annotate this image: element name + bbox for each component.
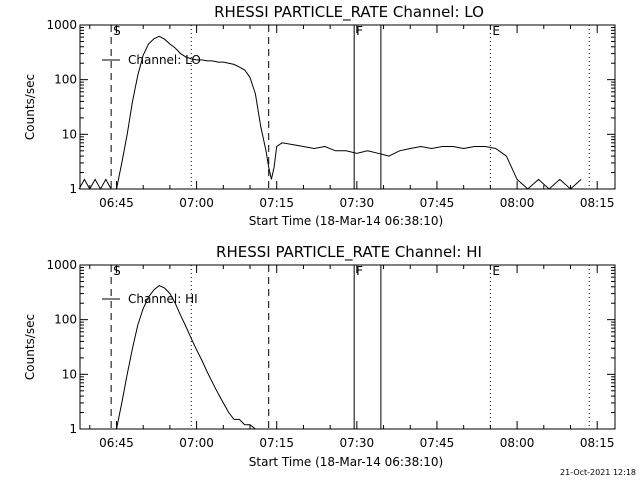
chart-hi-xtick-label: 07:45	[420, 436, 455, 450]
chart-hi-ytick-label: 10	[62, 367, 77, 381]
chart-hi-xtick-label: 08:15	[580, 436, 615, 450]
chart-lo-xtick-label: 07:30	[340, 196, 375, 210]
chart-lo-marker-label: F	[356, 24, 363, 38]
footer-timestamp: 21-Oct-2021 12:18	[560, 468, 636, 477]
chart-hi-series-line	[116, 285, 256, 430]
chart-hi-xtick-label: 07:30	[340, 436, 375, 450]
chart-lo: RHESSI PARTICLE_RATE Channel: LO Counts/…	[23, 3, 616, 228]
chart-lo-marker-label: S	[113, 24, 121, 38]
chart-hi-marker-label: F	[356, 264, 363, 278]
chart-lo-frame	[79, 24, 616, 190]
chart-hi-ticks: 06:45 07:00 07:15 07:30 07:45 08:00 08:15 1 10 10…	[46, 258, 615, 450]
chart-lo-ytick-label: 1	[69, 182, 77, 196]
chart-hi-xtick-label: 08:00	[500, 436, 535, 450]
chart-lo-xtick-label: 07:15	[259, 196, 294, 210]
chart-lo-ylabel: Counts/sec	[23, 74, 37, 140]
chart-hi-ytick-label: 100	[54, 313, 77, 327]
chart-lo-xlabel: Start Time (18-Mar-14 06:38:10)	[249, 214, 443, 228]
chart-hi-xtick-label: 07:15	[259, 436, 294, 450]
chart-hi-xlabel: Start Time (18-Mar-14 06:38:10)	[249, 455, 443, 469]
chart-hi-xtick-label: 07:00	[179, 436, 214, 450]
chart-lo-xtick-label: 08:15	[580, 196, 615, 210]
chart-hi-marker-label: E	[492, 264, 500, 278]
chart-lo-xtick-label: 07:00	[179, 196, 214, 210]
chart-lo-series-line	[78, 35, 582, 191]
chart-hi-marker-label: S	[113, 264, 121, 278]
chart-hi-xtick-label: 06:45	[99, 436, 134, 450]
chart-lo-xtick-label: 07:45	[420, 196, 455, 210]
chart-hi: RHESSI PARTICLE_RATE Channel: HI Counts/…	[23, 243, 616, 469]
chart-hi-legend-label: Channel: HI	[128, 292, 198, 306]
chart-hi-legend: Channel: HI	[102, 292, 198, 306]
chart-lo-ticks: 06:45 07:00 07:15 07:30 07:45 08:00 08:15 1 10 10…	[46, 18, 615, 210]
chart-hi-ytick-label: 1000	[46, 258, 77, 272]
chart-hi-title: RHESSI PARTICLE_RATE Channel: HI	[216, 243, 482, 262]
chart-hi-ytick-label: 1	[69, 422, 77, 436]
chart-hi-frame	[79, 264, 616, 430]
chart-lo-ytick-label: 1000	[46, 18, 77, 32]
chart-lo-legend: Channel: LO	[102, 53, 201, 67]
chart-lo-ytick-label: 100	[54, 73, 77, 87]
chart-lo-legend-label: Channel: LO	[128, 53, 201, 67]
chart-lo-xtick-label: 06:45	[99, 196, 134, 210]
chart-lo-marker-label: E	[492, 24, 500, 38]
chart-lo-ytick-label: 10	[62, 127, 77, 141]
chart-hi-ylabel: Counts/sec	[23, 314, 37, 380]
chart-lo-title: RHESSI PARTICLE_RATE Channel: LO	[214, 3, 484, 22]
chart-lo-xtick-label: 08:00	[500, 196, 535, 210]
